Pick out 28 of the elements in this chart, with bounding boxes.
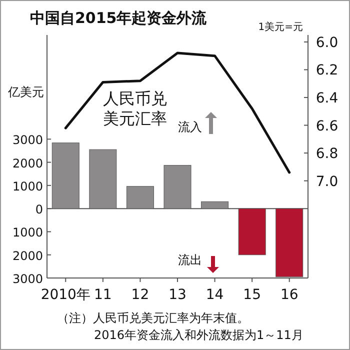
annotation: 流入 <box>178 120 202 134</box>
text: 2016年资金流入和外流数据为1～11月 <box>94 328 304 342</box>
y-tick-label: 2000 <box>12 156 43 170</box>
x-tick-label: 16 <box>280 287 298 303</box>
y2-tick-label: 6.0 <box>316 34 338 51</box>
y-tick-label: 1000 <box>12 179 43 194</box>
x-tick-label: 2010年 <box>40 287 90 303</box>
y2-tick-label: 6.2 <box>316 62 338 79</box>
x-tick-label: 12 <box>131 287 150 303</box>
y2-tick-label: 7.0 <box>316 174 338 190</box>
y2-axis-title: 1美元=元 <box>258 21 303 33</box>
y-axis-title: 亿美元 <box>7 85 44 99</box>
x-tick-label: 13 <box>168 287 186 303</box>
text: （注）人民币兑美元汇率为年末值。 <box>57 311 249 325</box>
x-tick-label: 14 <box>206 287 224 303</box>
chart-title: 中国自2015年起资金外流 <box>30 9 208 27</box>
y-tick-label: 3000 <box>12 272 43 286</box>
y2-tick-label: 6.6 <box>316 118 338 134</box>
y-tick-label: 3000 <box>12 133 43 148</box>
y-tick-label: 1000 <box>12 226 43 240</box>
y-tick-label: 2000 <box>12 248 43 263</box>
y2-tick-label: 6.8 <box>316 146 338 162</box>
y2-tick-label: 6.4 <box>316 90 338 106</box>
annotation: 流出 <box>178 253 202 267</box>
series-label: 人民币兑美元汇率 <box>103 89 167 128</box>
y-tick-label: 0 <box>35 202 43 217</box>
x-tick-label: 15 <box>243 287 261 303</box>
x-tick-label: 11 <box>94 287 112 303</box>
